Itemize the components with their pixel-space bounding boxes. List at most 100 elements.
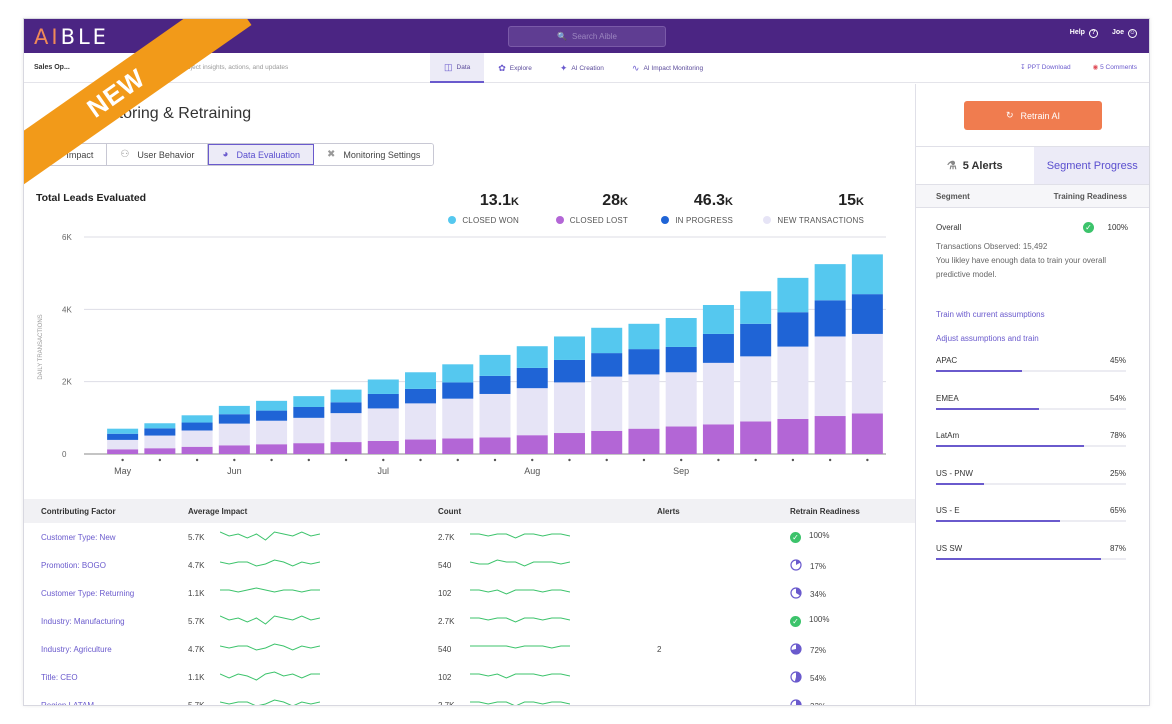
progress-pie-icon [790,559,810,571]
bar-segment [144,435,176,449]
segment-row[interactable]: US SW 87% [936,543,1126,560]
observed-text: Transactions Observed: 15,492 You likley… [936,242,1107,279]
download-icon: ↧ [1020,64,1028,71]
tab-alerts[interactable]: ⚗ 5 Alerts [946,159,1003,173]
tab-explore[interactable]: ✿ Explore [498,62,532,73]
bar-segment [740,421,772,454]
average-impact: 5.7K [188,700,205,706]
chart-title: Total Leads Evaluated [36,192,147,204]
col-header-count[interactable]: Count [438,506,462,516]
segment-name: EMEA [936,393,959,403]
bar-segment [851,413,883,454]
retrain-readiness: 72% [790,643,826,655]
right-panel: ↻ Retrain AI ⚗ 5 Alerts Segment Progress … [915,84,1149,705]
retrain-readiness: 33% [790,699,826,705]
search-input[interactable]: 🔍 Search Aible [508,26,666,47]
retrain-readiness: ✓ 100% [790,615,829,627]
factor-link[interactable]: Industry: Agriculture [41,644,112,654]
tab-ai-impact-monitoring[interactable]: ∿ AI Impact Monitoring [631,62,704,73]
segment-progress-fill [936,520,1060,522]
tab-data-evaluation[interactable]: ◕ Data Evaluation [208,144,314,165]
bar-segment [367,393,399,409]
overall-row: Overall ✓ 100% [936,222,1128,233]
factor-link[interactable]: Customer Type: New [41,532,116,542]
train-current-link[interactable]: Train with current assumptions [936,310,1045,319]
count-sparkline [470,642,570,658]
factor-link[interactable]: Title: CEO [41,672,78,682]
segment-progress-bar [936,445,1126,447]
tab-segment-progress[interactable]: Segment Progress [1033,147,1149,184]
tab-data[interactable]: ◫ Data [430,53,485,83]
tab-impact[interactable]: ↗ Impact [37,144,108,165]
segment-row[interactable]: APAC 45% [936,356,1126,372]
ppt-download-button[interactable]: ↧ PPT Download [1020,64,1071,71]
table-row: Customer Type: Returning 1.1K 102 34% [24,579,915,607]
impact-sparkline [219,698,321,705]
wand-icon: ✦ [559,62,568,73]
average-impact: 4.7K [188,560,205,570]
bar-segment [777,312,809,347]
x-tick-dot [717,458,720,462]
segment-pct: 65% [1109,506,1126,515]
gauge-icon: ◕ [222,149,229,160]
tab-user-behavior[interactable]: ⚇ User Behavior [107,144,209,165]
segment-row[interactable]: US - PNW 25% [936,468,1126,485]
segment-row[interactable]: LatAm 78% [936,431,1126,447]
breadcrumb[interactable]: Sales Op... [34,64,70,71]
bar-segment [405,372,437,389]
bar-segment [218,405,250,415]
segment-pct: 25% [1109,468,1126,478]
page-title: Monitoring & Retraining [84,105,252,122]
x-tick-dot [233,458,236,462]
bar-segment [628,428,660,454]
segment-progress-fill [936,557,1102,560]
x-tick-dot [307,458,311,462]
tab-monitoring-settings[interactable]: ✖ Monitoring Settings [314,144,434,165]
col-header-factor[interactable]: Contributing Factor [41,506,116,516]
x-month-label: Aug [524,466,540,476]
segment-progress-fill [936,445,1085,447]
bar-segment [591,353,623,377]
segment-row[interactable]: US - E 65% [936,506,1126,522]
comments-button[interactable]: ◉ 5 Comments [1092,64,1137,71]
bar-segment [814,300,846,337]
retrain-readiness: ✓ 100% [790,531,829,543]
y-tick-label: 0 [62,450,67,459]
user-menu[interactable]: Joe ☺ [1111,29,1137,38]
factor-link[interactable]: Promotion: BOGO [41,560,106,570]
x-tick-dot [382,458,385,462]
segment-progress-bar [936,370,1126,372]
col-header-alerts[interactable]: Alerts [657,506,680,516]
retrain-ai-button[interactable]: ↻ Retrain AI [964,101,1102,130]
factor-link[interactable]: Region LATAM [41,700,95,706]
bar-segment [814,264,846,301]
table-row: Industry: Agriculture 4.7K 540 2 72% [24,635,915,663]
segment-progress-bar [936,482,1126,485]
count-sparkline [470,614,571,630]
segment-row[interactable]: EMEA 54% [936,393,1126,410]
bar-segment [553,336,585,360]
table-row: Customer Type: New 5.7K 2.7K ✓ 100% [24,523,915,551]
help-button[interactable]: Help? [1070,29,1098,38]
tab-ai-creation[interactable]: ✦ AI Creation [559,62,604,73]
app-logo[interactable]: AIBLE [34,25,109,49]
segment-name: US SW [936,543,963,553]
x-month-label: Sep [673,466,689,476]
segment-pct: 78% [1109,431,1126,440]
col-header-impact[interactable]: Average Impact [188,506,248,516]
count-value: 540 [438,560,452,570]
col-header-readiness[interactable]: Retrain Readiness [790,506,860,516]
x-month-label: Jun [227,466,242,476]
bar-segment [256,420,288,445]
bar-segment [851,333,883,414]
x-tick-dot [419,458,422,462]
right-panel-tabs: ⚗ 5 Alerts Segment Progress [916,146,1149,184]
bar-segment [367,379,399,394]
bar-segment [628,349,660,375]
segment-progress-fill [936,407,1039,410]
factor-link[interactable]: Customer Type: Returning [41,588,135,598]
factor-link[interactable]: Industry: Manufacturing [41,616,125,626]
bar-segment [293,417,325,444]
adjust-assumptions-link[interactable]: Adjust assumptions and train [936,334,1039,343]
bar-segment [218,445,250,454]
